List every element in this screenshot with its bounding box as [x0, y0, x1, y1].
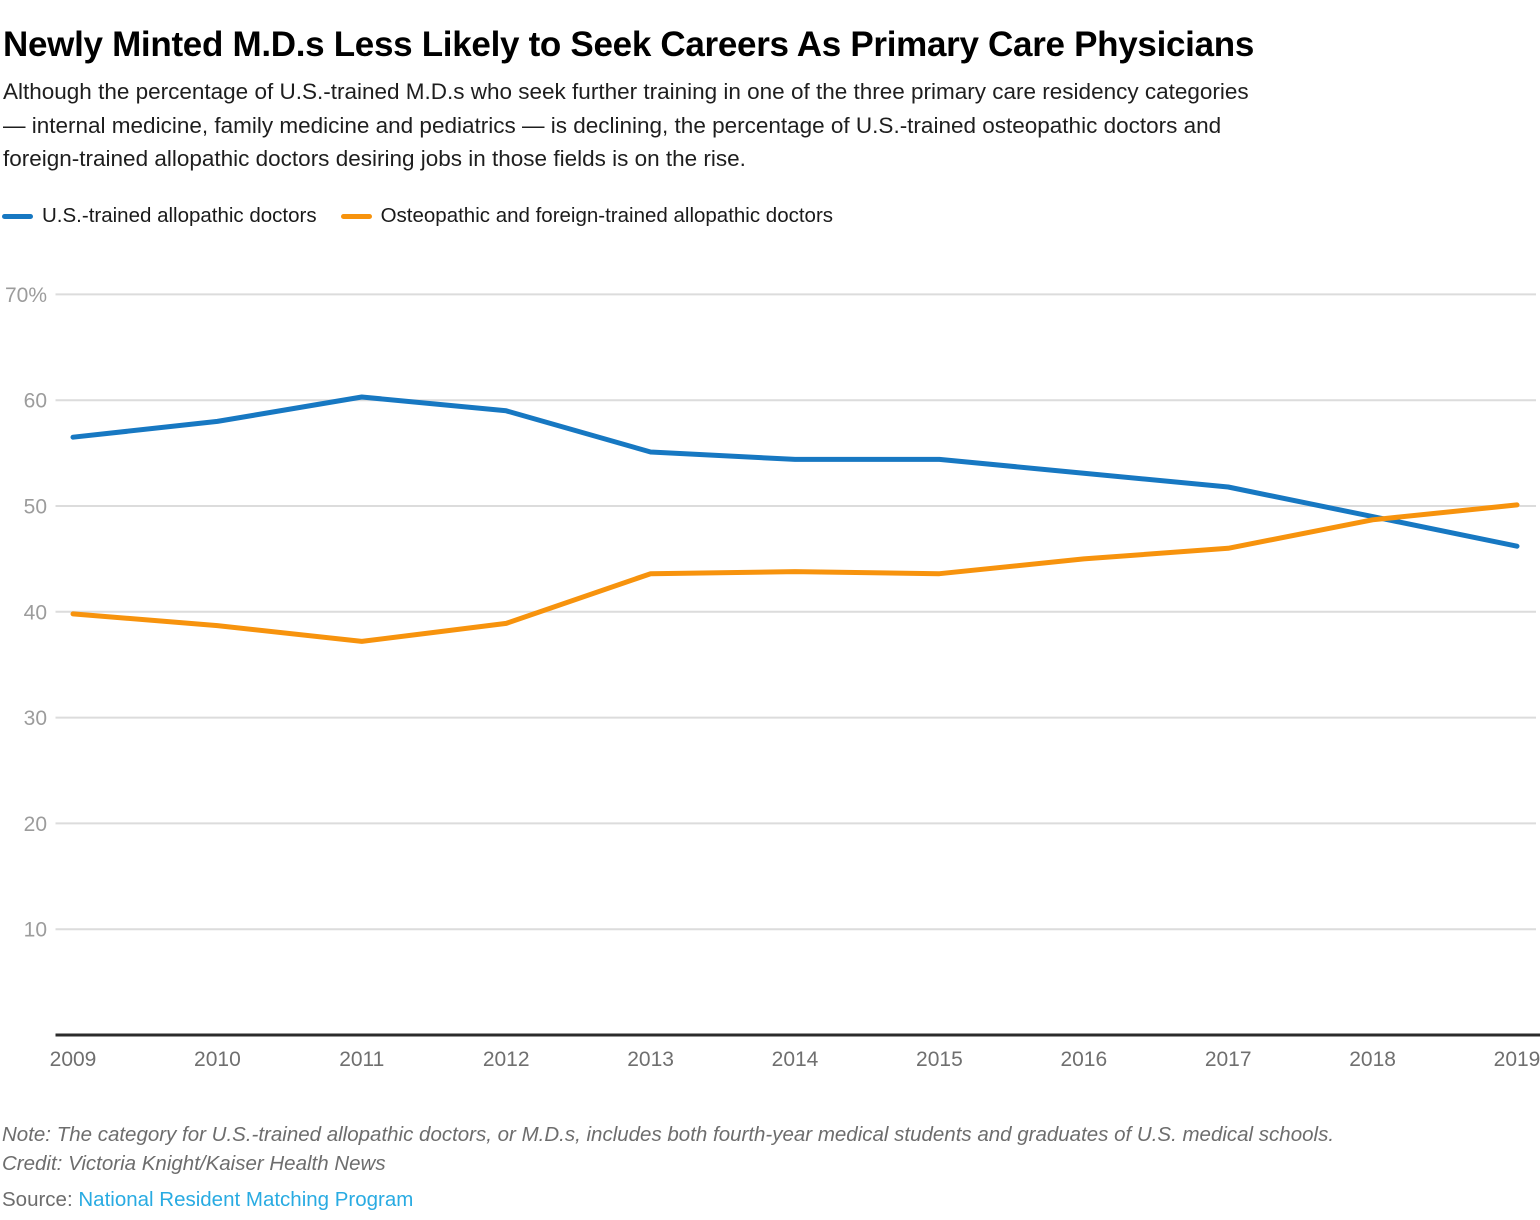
subtitle-line: Although the percentage of U.S.-trained … — [3, 79, 1249, 104]
footer: Note: The category for U.S.-trained allo… — [2, 1120, 1538, 1214]
series-line-osteopathic — [70, 502, 1520, 644]
legend-label-us-trained: U.S.-trained allopathic doctors — [42, 204, 317, 227]
subtitle-line: foreign-trained allopathic doctors desir… — [3, 146, 746, 171]
y-tick-label: 40 — [24, 601, 47, 624]
x-tick-label: 2015 — [916, 1048, 963, 1071]
credit-line: Credit: Victoria Knight/Kaiser Health Ne… — [2, 1152, 386, 1175]
x-tick-label: 2017 — [1205, 1048, 1252, 1071]
legend: U.S.-trained allopathic doctors Osteopat… — [2, 204, 833, 228]
x-tick-label: 2014 — [772, 1048, 819, 1071]
y-tick-label: 50 — [24, 496, 47, 519]
x-tick-label: 2012 — [483, 1048, 530, 1071]
subtitle-line: — internal medicine, family medicine and… — [3, 112, 1222, 138]
y-tick-label: 20 — [24, 813, 47, 836]
y-tick-label: 30 — [24, 707, 47, 730]
source-label: Source: — [2, 1188, 79, 1211]
source-link[interactable]: National Resident Matching Program — [78, 1188, 414, 1211]
legend-label-osteopathic: Osteopathic and foreign-trained allopath… — [380, 204, 834, 227]
source-row: Source: National Resident Matching Progr… — [2, 1185, 1538, 1214]
legend-item-us-trained: U.S.-trained allopathic doctors — [2, 204, 317, 228]
y-tick-label: 60 — [24, 390, 47, 413]
x-tick-label: 2016 — [1060, 1048, 1107, 1071]
legend-item-osteopathic: Osteopathic and foreign-trained allopath… — [340, 204, 834, 228]
x-tick-label: 2013 — [627, 1048, 674, 1071]
y-tick-label: 10 — [24, 919, 47, 942]
x-tick-label: 2010 — [194, 1048, 241, 1071]
y-tick-label: 70% — [5, 284, 47, 307]
footnote: Note: The category for U.S.-trained allo… — [2, 1123, 1335, 1146]
x-tick-label: 2011 — [339, 1048, 384, 1071]
chart-subtitle: Although the percentage of U.S.-trained … — [3, 75, 1535, 176]
legend-swatch-us-trained-icon — [2, 213, 33, 219]
x-tick-label: 2009 — [50, 1048, 97, 1071]
x-tick-label: 2019 — [1494, 1048, 1540, 1071]
legend-swatch-osteopathic-icon — [340, 213, 372, 219]
chart-title: Newly Minted M.D.s Less Likely to Seek C… — [3, 25, 1254, 65]
series-line-us-trained — [70, 394, 1520, 549]
x-tick-label: 2018 — [1349, 1048, 1396, 1071]
